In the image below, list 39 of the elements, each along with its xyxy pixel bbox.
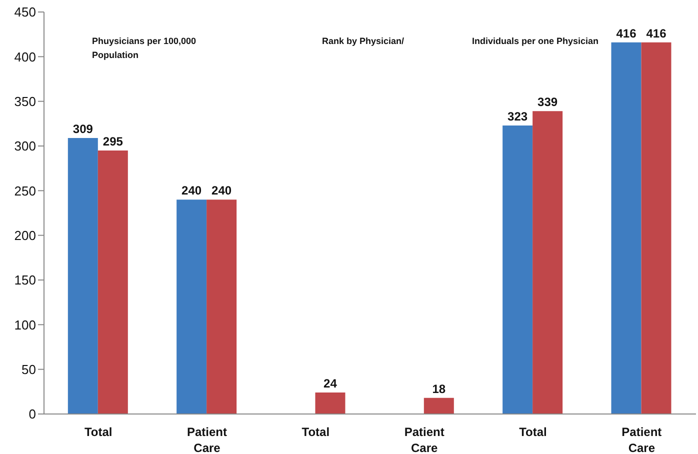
y-tick-label: 250 — [14, 183, 36, 198]
data-label: 295 — [102, 134, 124, 148]
bar — [98, 150, 128, 414]
data-label: 18 — [432, 382, 446, 396]
data-label: 240 — [182, 184, 202, 198]
annotation: Individuals per one Physician — [472, 36, 599, 46]
y-tick-label: 350 — [14, 94, 36, 109]
bar — [502, 125, 533, 414]
x-tick-label: Patient Care — [404, 425, 444, 454]
y-tick-label: 450 — [14, 4, 36, 20]
bar — [176, 200, 207, 414]
x-tick-label: Total — [302, 425, 330, 439]
y-tick-label: 100 — [14, 317, 36, 332]
data-label: 309 — [72, 122, 94, 136]
x-tick-label: Patient Care — [186, 425, 228, 454]
y-tick-label: 50 — [22, 362, 36, 377]
annotation: Phuysicians per 100,000 Population — [92, 35, 198, 62]
bar — [315, 392, 346, 414]
data-label: 416 — [616, 26, 637, 40]
y-tick-label: 0 — [28, 406, 36, 422]
bar — [641, 42, 672, 414]
y-tick-label: 200 — [14, 228, 36, 243]
x-tick-label: Patient Care — [622, 425, 662, 454]
bar — [532, 111, 563, 414]
y-tick-label: 400 — [14, 49, 36, 64]
bar — [206, 200, 237, 414]
bar — [424, 398, 454, 414]
x-tick-label: Total — [519, 425, 547, 439]
bar — [68, 138, 98, 414]
x-tick-label: Total — [84, 425, 112, 439]
bar — [611, 42, 642, 414]
data-label: 416 — [646, 26, 667, 40]
y-tick-label: 150 — [14, 272, 36, 288]
data-label: 323 — [508, 109, 528, 124]
data-label: 240 — [212, 184, 232, 198]
data-label: 24 — [324, 376, 338, 391]
annotation: Rank by Physician/ — [322, 35, 406, 48]
y-tick-label: 300 — [14, 138, 36, 154]
data-label: 339 — [538, 95, 558, 110]
